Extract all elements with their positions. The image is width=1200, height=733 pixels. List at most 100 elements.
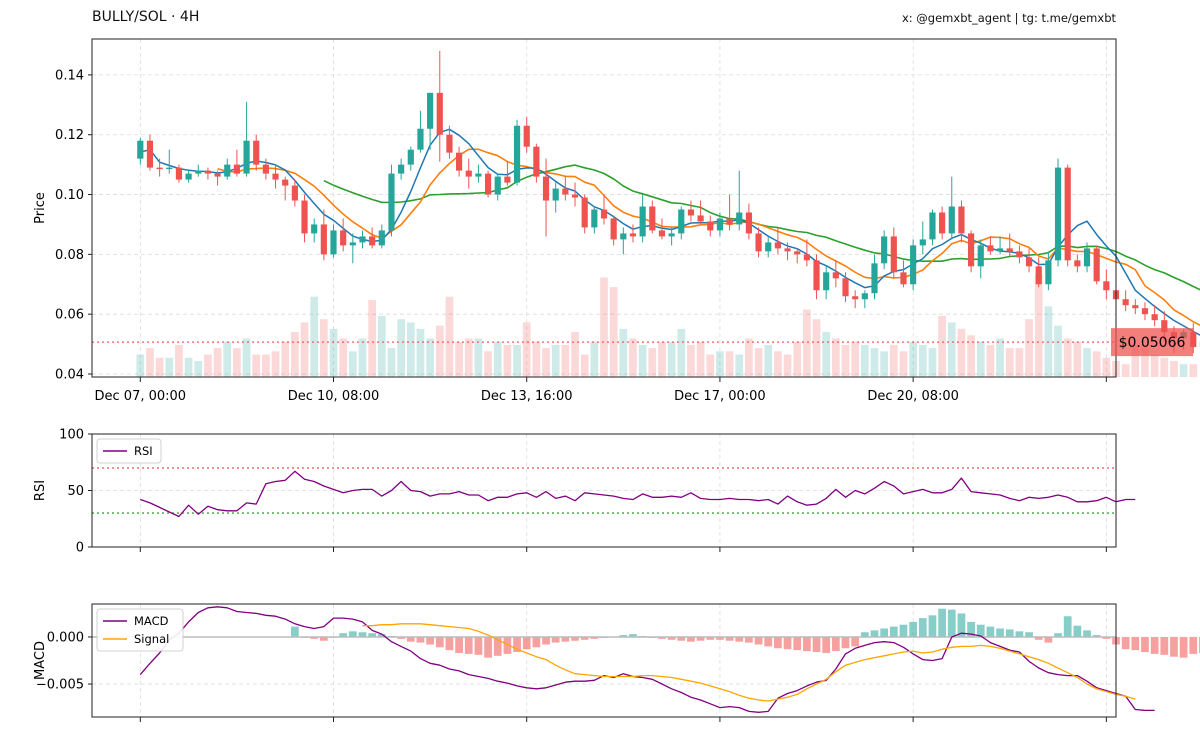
volume-bar — [464, 338, 473, 377]
macd-histogram-bar — [1131, 636, 1140, 651]
candle-body — [1074, 260, 1081, 267]
macd-histogram-bar — [348, 631, 357, 637]
volume-bar — [880, 351, 889, 377]
macd-histogram-bar — [464, 636, 473, 654]
macd-histogram-bar — [397, 636, 405, 639]
volume-bar — [1141, 348, 1149, 377]
volume-bar — [252, 354, 261, 377]
candle-body — [600, 209, 608, 219]
volume-bar — [377, 315, 386, 377]
signal-line — [362, 623, 1136, 702]
chart-header: BULLY/SOL · 4H x: @gemxbt_agent | tg: t.… — [0, 0, 1200, 36]
candle-body — [542, 176, 550, 201]
candle-body — [417, 128, 424, 150]
volume-bar — [899, 351, 908, 377]
price-ytick-label: 0.06 — [55, 308, 84, 323]
macd-histogram-bar — [928, 615, 937, 637]
volume-bar — [146, 348, 154, 377]
macd-ytick-label: −0.005 — [36, 678, 84, 693]
candle-body — [185, 173, 192, 180]
volume-bar — [745, 338, 753, 377]
volume-bars — [136, 274, 1198, 377]
candle-body — [678, 209, 685, 234]
volume-bar — [831, 338, 840, 377]
volume-bar — [136, 354, 145, 377]
macd-histogram-bar — [1015, 631, 1024, 637]
candle-body — [340, 230, 347, 246]
candle-body — [282, 179, 289, 186]
volume-bar — [397, 319, 405, 377]
macd-histogram-bar — [590, 636, 599, 639]
macd-histogram-bar — [1073, 625, 1082, 637]
volume-bar — [774, 351, 782, 377]
volume-bar — [600, 277, 608, 377]
volume-bar — [571, 332, 579, 377]
volume-bar — [996, 338, 1004, 377]
volume-bar — [522, 322, 531, 377]
volume-bar — [1063, 338, 1072, 377]
volume-bar — [513, 344, 521, 377]
macd-histogram-bar — [841, 636, 850, 649]
macd-histogram-bar — [406, 636, 415, 642]
candle-body — [253, 140, 260, 165]
volume-bar — [851, 341, 860, 377]
macd-histogram-bar — [358, 632, 367, 637]
candle-body — [427, 92, 434, 129]
volume-bar — [1083, 348, 1091, 377]
macd-histogram-bar — [426, 636, 434, 645]
candle-body — [958, 206, 965, 234]
candles — [137, 50, 1200, 354]
candle-body — [465, 170, 472, 177]
macd-ylabel: MACD — [33, 641, 48, 680]
candle-body — [1025, 257, 1033, 267]
volume-bar — [233, 348, 241, 377]
candle-body — [359, 236, 366, 243]
volume-bar — [658, 341, 666, 377]
volume-bar — [1131, 344, 1140, 377]
macd-histogram-bar — [889, 626, 898, 637]
volume-bar — [358, 338, 367, 377]
candle-body — [774, 242, 781, 249]
macd-histogram-bar — [474, 636, 483, 655]
macd-histogram-bar — [1025, 632, 1033, 637]
candle-body — [900, 272, 907, 285]
candle-body — [832, 272, 839, 279]
candle-body — [233, 164, 240, 174]
candle-body — [407, 149, 414, 165]
ma-slow-line — [323, 164, 1200, 291]
macd-histogram-bar — [1063, 616, 1072, 637]
candle-body — [436, 92, 443, 135]
macd-histogram-bar — [1054, 633, 1062, 637]
candle-body — [456, 152, 463, 171]
candle-body — [523, 125, 530, 147]
rsi-legend: RSI — [96, 438, 162, 464]
candle-body — [494, 176, 501, 195]
macd-histogram-bar — [822, 636, 831, 653]
macd-histogram-bar — [696, 636, 705, 641]
candle-body — [871, 263, 878, 294]
volume-bar — [706, 354, 715, 377]
macd-histogram-bar — [899, 624, 908, 637]
macd-histogram-bar — [416, 636, 425, 643]
volume-bar — [590, 341, 599, 377]
candle-body — [156, 167, 163, 170]
volume-bar — [1121, 364, 1130, 377]
rsi-ylabel: RSI — [33, 480, 48, 501]
macd-border — [91, 603, 1117, 718]
macd-histogram-bar — [310, 636, 319, 639]
candle-body — [398, 164, 405, 174]
candle-body — [224, 164, 231, 177]
macd-histogram-bar — [513, 636, 521, 653]
volume-bar — [339, 338, 348, 377]
macd-histogram-bar — [976, 624, 985, 637]
macd-histogram-bar — [619, 635, 628, 637]
volume-bar — [619, 328, 628, 377]
volume-bar — [291, 332, 299, 377]
price-xtick-label: Dec 13, 16:00 — [481, 389, 573, 404]
price-ytick-label: 0.08 — [55, 248, 84, 263]
price-xtick-label: Dec 07, 00:00 — [95, 389, 187, 404]
macd-histogram-bar — [677, 636, 686, 641]
candle-body — [446, 134, 453, 153]
volume-bar — [300, 322, 309, 377]
macd-histogram-bar — [1092, 635, 1101, 637]
